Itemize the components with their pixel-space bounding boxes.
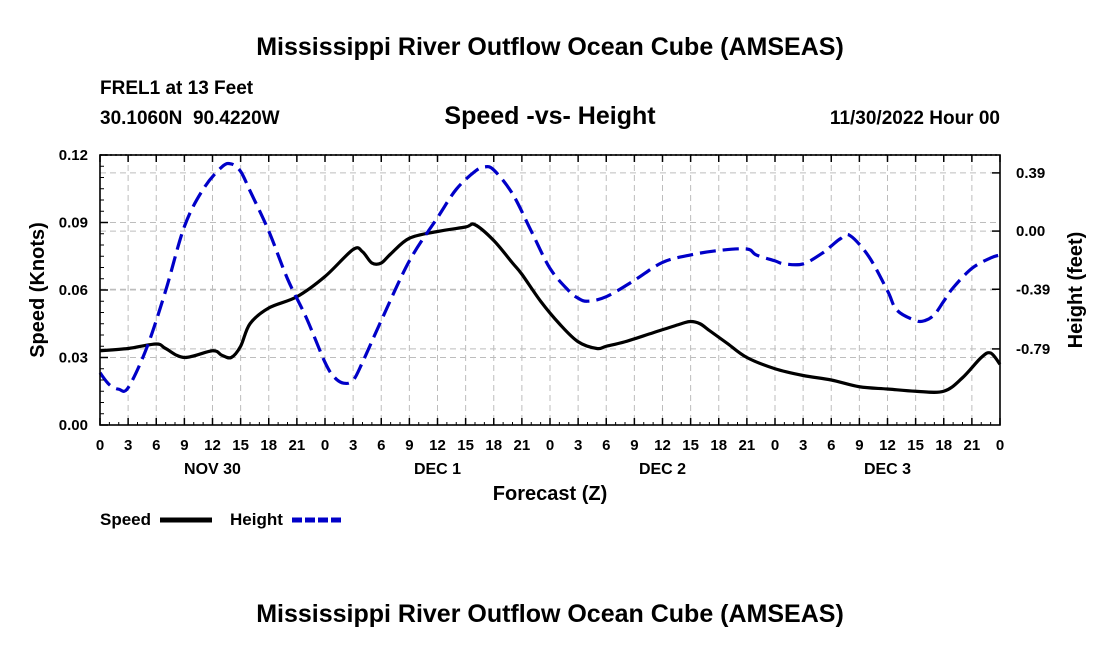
x-tick-label: 0 (321, 437, 329, 454)
x-axis-label: Forecast (Z) (493, 483, 607, 505)
x-tick-label: 21 (289, 437, 306, 454)
x-tick-label: 0 (771, 437, 779, 454)
x-tick-label: 21 (514, 437, 531, 454)
grid-lines (100, 155, 1000, 425)
legend-label-speed: Speed (100, 510, 151, 529)
series-line-height (98, 161, 1001, 393)
y2-axis-label: Height (feet) (1065, 232, 1087, 349)
axes: 0 3 6 9 12 15 18 21 0 3 6 9 12 15 18 21 0 3 6 9 12 15 18 21 0 3 6 9… (59, 147, 1050, 478)
x-tick-label: 9 (405, 437, 413, 454)
y-tick-label: 0.03 (59, 350, 88, 367)
x-tick-label: 3 (124, 437, 132, 454)
x-tick-label: 9 (630, 437, 638, 454)
y-tick-label: 0.09 (59, 215, 88, 232)
x-tick-label: 18 (710, 437, 727, 454)
chart-title: Mississippi River Outflow Ocean Cube (AM… (256, 33, 844, 61)
x-tick-label: 6 (602, 437, 610, 454)
y-axis-label: Speed (Knots) (27, 222, 49, 358)
x-tick-label: 12 (654, 437, 671, 454)
day-label: DEC 2 (639, 461, 686, 478)
day-label: DEC 1 (414, 461, 461, 478)
x-tick-label: 3 (799, 437, 807, 454)
y2-tick-label: 0.00 (1016, 223, 1045, 240)
legend-label-height: Height (230, 510, 283, 529)
x-tick-label: 6 (827, 437, 835, 454)
x-tick-label: 12 (204, 437, 221, 454)
x-tick-label: 6 (377, 437, 385, 454)
x-tick-label: 12 (879, 437, 896, 454)
forecast-timestamp: 11/30/2022 Hour 00 (830, 108, 1000, 129)
x-tick-label: 9 (855, 437, 863, 454)
x-tick-label: 18 (260, 437, 277, 454)
x-tick-label: 0 (996, 437, 1004, 454)
y-tick-label: 0.06 (59, 282, 88, 299)
plot-series (98, 161, 1002, 394)
day-label: DEC 3 (864, 461, 911, 478)
x-tick-label: 9 (180, 437, 188, 454)
y2-tick-label: -0.39 (1016, 281, 1050, 298)
y2-tick-label: -0.79 (1016, 341, 1050, 358)
x-tick-label: 0 (96, 437, 104, 454)
x-tick-label: 15 (907, 437, 924, 454)
x-tick-label: 21 (964, 437, 981, 454)
x-tick-label: 15 (682, 437, 699, 454)
x-tick-label: 12 (429, 437, 446, 454)
footer-title: Mississippi River Outflow Ocean Cube (AM… (256, 600, 844, 628)
x-tick-label: 3 (349, 437, 357, 454)
y-tick-label: 0.00 (59, 417, 88, 434)
y2-tick-label: 0.39 (1016, 165, 1045, 182)
x-tick-label: 6 (152, 437, 160, 454)
x-tick-label: 21 (739, 437, 756, 454)
station-label: FREL1 at 13 Feet (100, 78, 254, 99)
location-label: 30.1060N 90.4220W (100, 108, 280, 129)
x-tick-label: 3 (574, 437, 582, 454)
x-tick-label: 0 (546, 437, 554, 454)
x-tick-label: 18 (485, 437, 502, 454)
chart-subtitle: Speed -vs- Height (444, 102, 656, 130)
day-label: NOV 30 (184, 461, 241, 478)
legend: Speed Height (100, 510, 342, 529)
x-tick-label: 15 (457, 437, 474, 454)
series-line-speed (99, 222, 1002, 394)
x-tick-label: 18 (935, 437, 952, 454)
y-tick-label: 0.12 (59, 147, 88, 164)
x-tick-label: 15 (232, 437, 249, 454)
